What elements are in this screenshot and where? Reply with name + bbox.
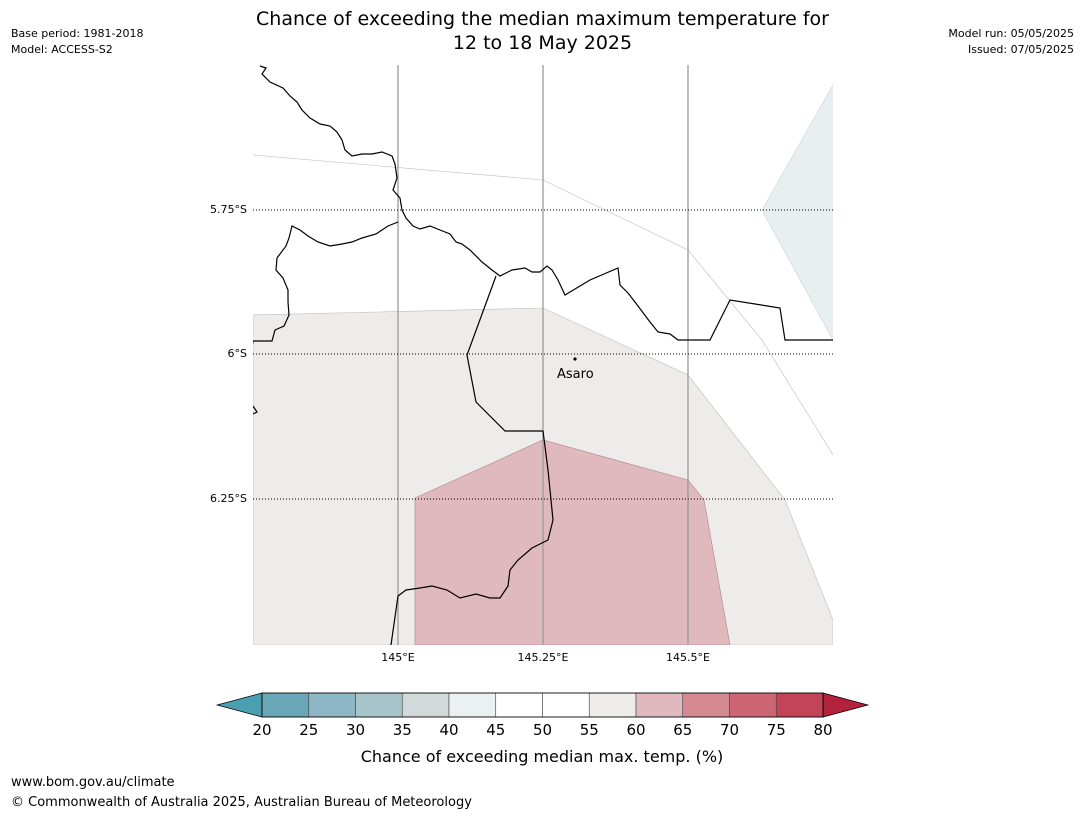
colorbar-swatch bbox=[635, 692, 684, 718]
colorbar-high-extend bbox=[822, 692, 870, 718]
colorbar-swatch bbox=[355, 692, 403, 718]
colorbar-swatch bbox=[495, 692, 543, 718]
colorbar-tick-label: 35 bbox=[393, 721, 412, 739]
colorbar-tick-label: 55 bbox=[580, 721, 599, 739]
colorbar-tick-label: 45 bbox=[486, 721, 505, 739]
lat-label-6-25: 6.25°S bbox=[210, 492, 247, 505]
base-period: Base period: 1981-2018 bbox=[11, 27, 144, 40]
colorbar-tick-label: 75 bbox=[767, 721, 786, 739]
colorbar-tick-label: 70 bbox=[720, 721, 739, 739]
colorbar-swatch bbox=[542, 692, 590, 718]
region-40-45 bbox=[762, 85, 833, 340]
colorbar-tick-label: 65 bbox=[673, 721, 692, 739]
colorbar-swatch bbox=[261, 692, 310, 718]
title-line-1: Chance of exceeding the median maximum t… bbox=[256, 8, 829, 30]
colorbar-tick-label: 30 bbox=[346, 721, 365, 739]
colorbar: 20 25 30 35 40 45 50 55 60 65 70 75 80 bbox=[215, 692, 870, 739]
colorbar-low-extend bbox=[215, 692, 263, 718]
boundary-line bbox=[253, 221, 399, 346]
contour-line bbox=[761, 84, 833, 341]
lon-label-145-5: 145.5°E bbox=[666, 651, 710, 664]
colorbar-swatch bbox=[729, 692, 777, 718]
colorbar-tick-label: 40 bbox=[439, 721, 458, 739]
colorbar-swatch bbox=[448, 692, 497, 718]
boundary-line bbox=[259, 65, 833, 341]
boundary-line bbox=[390, 275, 554, 645]
model-run: Model run: 05/05/2025 bbox=[948, 27, 1074, 40]
model-name: Model: ACCESS-S2 bbox=[11, 43, 113, 56]
lat-label-5-75: 5.75°S bbox=[210, 203, 247, 216]
metadata-right: Model run: 05/05/2025 Issued: 07/05/2025 bbox=[948, 26, 1074, 58]
lat-label-6: 6°S bbox=[228, 347, 247, 360]
issued-date: Issued: 07/05/2025 bbox=[967, 43, 1074, 56]
lon-label-145-25: 145.25°E bbox=[518, 651, 569, 664]
colorbar-label: Chance of exceeding median max. temp. (%… bbox=[361, 747, 724, 766]
title-line-2: 12 to 18 May 2025 bbox=[452, 32, 633, 54]
colorbar-tick-label: 60 bbox=[626, 721, 645, 739]
colorbar-tick-label: 25 bbox=[299, 721, 318, 739]
boundary-line bbox=[253, 405, 258, 415]
colorbar-swatch bbox=[308, 692, 356, 718]
footer-copyright: © Commonwealth of Australia 2025, Austra… bbox=[11, 795, 472, 810]
map-title: Chance of exceeding the median maximum t… bbox=[0, 7, 1085, 55]
asaro-marker bbox=[573, 357, 577, 361]
footer-url: www.bom.gov.au/climate bbox=[11, 775, 175, 790]
colorbar-tick-label: 20 bbox=[252, 721, 271, 739]
lon-label-145: 145°E bbox=[381, 651, 414, 664]
colorbar-swatch bbox=[588, 692, 637, 718]
colorbar-frame bbox=[261, 692, 824, 718]
asaro-label: Asaro bbox=[557, 367, 594, 382]
map-panel: Asaro bbox=[253, 65, 833, 645]
colorbar-tick-label: 80 bbox=[813, 721, 832, 739]
colorbar-swatch bbox=[775, 692, 824, 718]
colorbar-swatch bbox=[401, 692, 450, 718]
colorbar-tick-label: 50 bbox=[533, 721, 552, 739]
metadata-left: Base period: 1981-2018 Model: ACCESS-S2 bbox=[11, 26, 143, 58]
colorbar-swatch bbox=[682, 692, 730, 718]
